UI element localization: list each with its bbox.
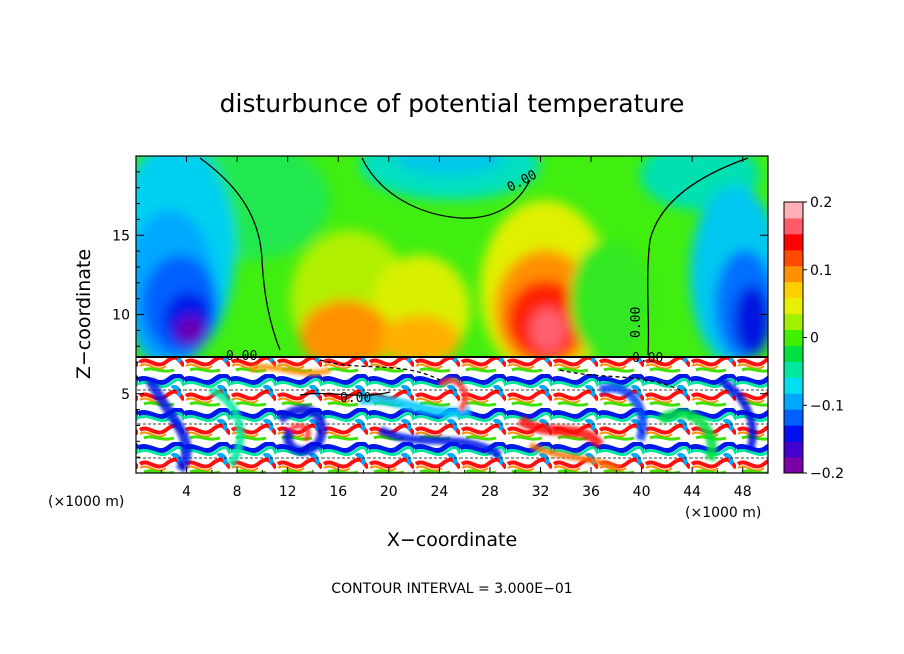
contours <box>199 157 749 396</box>
contour-dashed-2 <box>559 369 681 391</box>
center-orange-2 <box>380 315 460 365</box>
x-tick-label: 12 <box>279 484 297 500</box>
colorbar-swatch <box>784 202 803 219</box>
center-orange <box>300 300 390 370</box>
colorbar-tick-label: 0.1 <box>810 263 832 279</box>
x-axis-label: X−coordinate <box>387 529 517 551</box>
x-tick-label: 44 <box>683 484 701 500</box>
colorbar-swatch <box>784 281 803 299</box>
colorbar-tick-label: 0 <box>810 331 819 347</box>
colorbar-tick-label: −0.2 <box>810 466 844 482</box>
colorbar-tick-label: −0.1 <box>810 398 844 414</box>
contour-lower <box>299 391 391 396</box>
colorbar-swatch <box>784 361 803 378</box>
x-tick-label: 28 <box>481 484 499 500</box>
x-tick-label: 8 <box>233 484 242 500</box>
x-tick-label: 48 <box>734 484 752 500</box>
colorbar-swatch <box>784 249 803 267</box>
mid-green <box>570 240 650 360</box>
colorbar-swatch <box>784 265 803 283</box>
x-unit-left: (×1000 m) <box>48 494 124 510</box>
y-axis-label: Z−coordinate <box>73 249 95 379</box>
colorbar-swatch <box>784 233 803 251</box>
x-tick-label: 20 <box>380 484 398 500</box>
colorbar-swatch <box>784 297 803 315</box>
x-tick-label: 24 <box>430 484 448 500</box>
colorbar-swatch <box>784 345 803 362</box>
y-axis-ticks: 5 10 15 <box>112 171 768 458</box>
colorbar-swatch <box>784 329 803 346</box>
right-pink <box>530 308 566 352</box>
contour-right-zero <box>647 157 749 356</box>
contour-label-3: 0.00 <box>632 351 663 366</box>
x-tick-label: 36 <box>582 484 600 500</box>
contour-left-zero <box>199 157 281 351</box>
colorbar: 0.2 0.1 0 −0.1 −0.2 <box>783 195 844 482</box>
x-tick-label: 32 <box>532 484 550 500</box>
contour-interval-note: CONTOUR INTERVAL = 3.000E−01 <box>331 581 572 597</box>
y-tick-label: 10 <box>112 308 130 324</box>
colorbar-swatch <box>784 313 803 331</box>
contour-dashed <box>319 359 441 381</box>
mixed-layer <box>136 356 768 473</box>
top-center-cyan-core <box>395 156 505 176</box>
x-tick-label: 4 <box>182 484 191 500</box>
colorbar-swatch <box>784 217 803 235</box>
contour-top-zero <box>361 157 531 219</box>
colorbar-swatch <box>784 425 803 442</box>
contour-label-4: 0.00 <box>340 391 371 406</box>
left-purple-core <box>176 316 204 344</box>
x-axis-ticks: 4 8 12 16 20 24 28 32 36 40 44 48 <box>160 156 752 500</box>
contour-label-2: 0.00 <box>629 307 644 338</box>
chart-title: disturbunce of potential temperature <box>220 89 685 118</box>
x-unit-right: (×1000 m) <box>685 505 761 521</box>
colorbar-swatch <box>784 377 803 394</box>
colorbar-swatch <box>784 441 803 458</box>
x-tick-label: 40 <box>633 484 651 500</box>
x-tick-label: 16 <box>329 484 347 500</box>
contour-label-5: 0.00 <box>226 349 257 364</box>
right-blue-core <box>734 285 768 355</box>
colorbar-tick-label: 0.2 <box>810 195 832 211</box>
colorbar-swatch <box>784 457 803 474</box>
colorbar-swatch <box>784 409 803 426</box>
heatmap-field: 0.00 0.00 0.00 0.00 0.00 <box>136 156 768 473</box>
colorbar-swatch <box>784 393 803 410</box>
y-tick-label: 5 <box>121 387 130 403</box>
y-tick-label: 15 <box>112 228 130 244</box>
